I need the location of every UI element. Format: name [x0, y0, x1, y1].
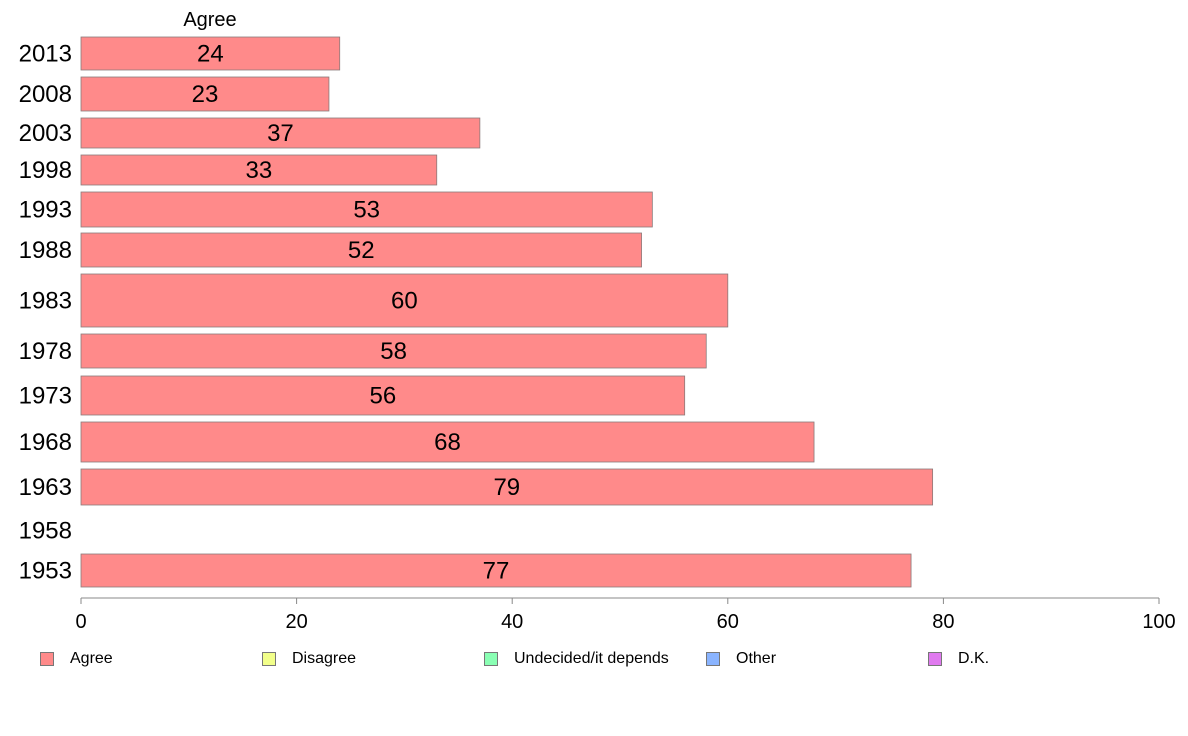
bar-value-label: 68: [434, 429, 461, 456]
chart-title: Agree: [183, 9, 236, 31]
bar-value-label: 53: [353, 197, 380, 224]
y-tick-label: 1978: [19, 338, 72, 365]
bar-value-label: 58: [380, 338, 407, 365]
legend-label: D.K.: [958, 650, 990, 667]
legend-label: Undecided/it depends: [514, 650, 669, 667]
bars-group: 24 23 37 33 53 52 60 58 56 68 79 77: [80, 36, 934, 588]
x-tick-label: 60: [717, 611, 739, 633]
legend-swatch: [262, 652, 276, 666]
x-tick-label: 80: [932, 611, 954, 633]
bar-value-label: 24: [197, 41, 224, 68]
legend-item: D.K.: [928, 650, 989, 668]
bar: [80, 232, 642, 268]
bar: [80, 333, 707, 369]
bar-value-label: 77: [483, 558, 510, 585]
bar: [80, 36, 341, 71]
x-tick-label: 100: [1142, 611, 1175, 633]
legend-item: Other: [706, 650, 776, 668]
bar: [80, 154, 438, 186]
x-axis: 0 20 40 60 80 100: [75, 597, 1176, 633]
bar: [80, 421, 815, 463]
x-tick-label: 20: [285, 611, 307, 633]
y-tick-label: 2003: [19, 120, 72, 147]
legend-swatch: [40, 652, 54, 666]
legend-swatch: [706, 652, 720, 666]
legend-swatch: [928, 652, 942, 666]
y-axis-labels: 2013 2008 2003 1998 1993 1988 1983 1978 1973 1968…: [19, 41, 72, 585]
x-tick-label: 0: [75, 611, 86, 633]
bar: [80, 375, 686, 416]
bar-value-label: 33: [246, 157, 273, 184]
y-tick-label: 1988: [19, 237, 72, 264]
bar-value-label: 23: [192, 81, 219, 108]
legend: Agree Disagree Undecided/it depends Other D.…: [0, 650, 1188, 674]
y-tick-label: 1998: [19, 157, 72, 184]
legend-item: Disagree: [262, 650, 356, 668]
legend-label: Agree: [70, 650, 113, 667]
legend-label: Disagree: [292, 650, 357, 667]
y-tick-label: 1953: [19, 558, 72, 585]
legend-label: Other: [736, 650, 777, 667]
bar: [80, 273, 729, 328]
bar: [80, 468, 934, 506]
bar: [80, 553, 912, 588]
bar-value-label: 60: [391, 288, 418, 315]
y-tick-label: 1993: [19, 197, 72, 224]
bar-value-label: 37: [267, 120, 294, 147]
y-tick-label: 2008: [19, 81, 72, 108]
y-tick-label: 1973: [19, 383, 72, 410]
bar: [80, 191, 653, 228]
y-tick-label: 1958: [19, 518, 72, 545]
bar-value-label: 79: [493, 474, 520, 501]
legend-item: Agree: [40, 650, 113, 668]
bar-value-label: 56: [369, 383, 396, 410]
y-tick-label: 2013: [19, 41, 72, 68]
bar: [80, 117, 481, 149]
legend-swatch: [484, 652, 498, 666]
x-tick-label: 40: [501, 611, 523, 633]
y-tick-label: 1968: [19, 429, 72, 456]
y-tick-label: 1983: [19, 288, 72, 315]
bar: [80, 76, 330, 112]
legend-item: Undecided/it depends: [484, 650, 669, 668]
bar-value-label: 52: [348, 237, 375, 264]
y-tick-label: 1963: [19, 474, 72, 501]
